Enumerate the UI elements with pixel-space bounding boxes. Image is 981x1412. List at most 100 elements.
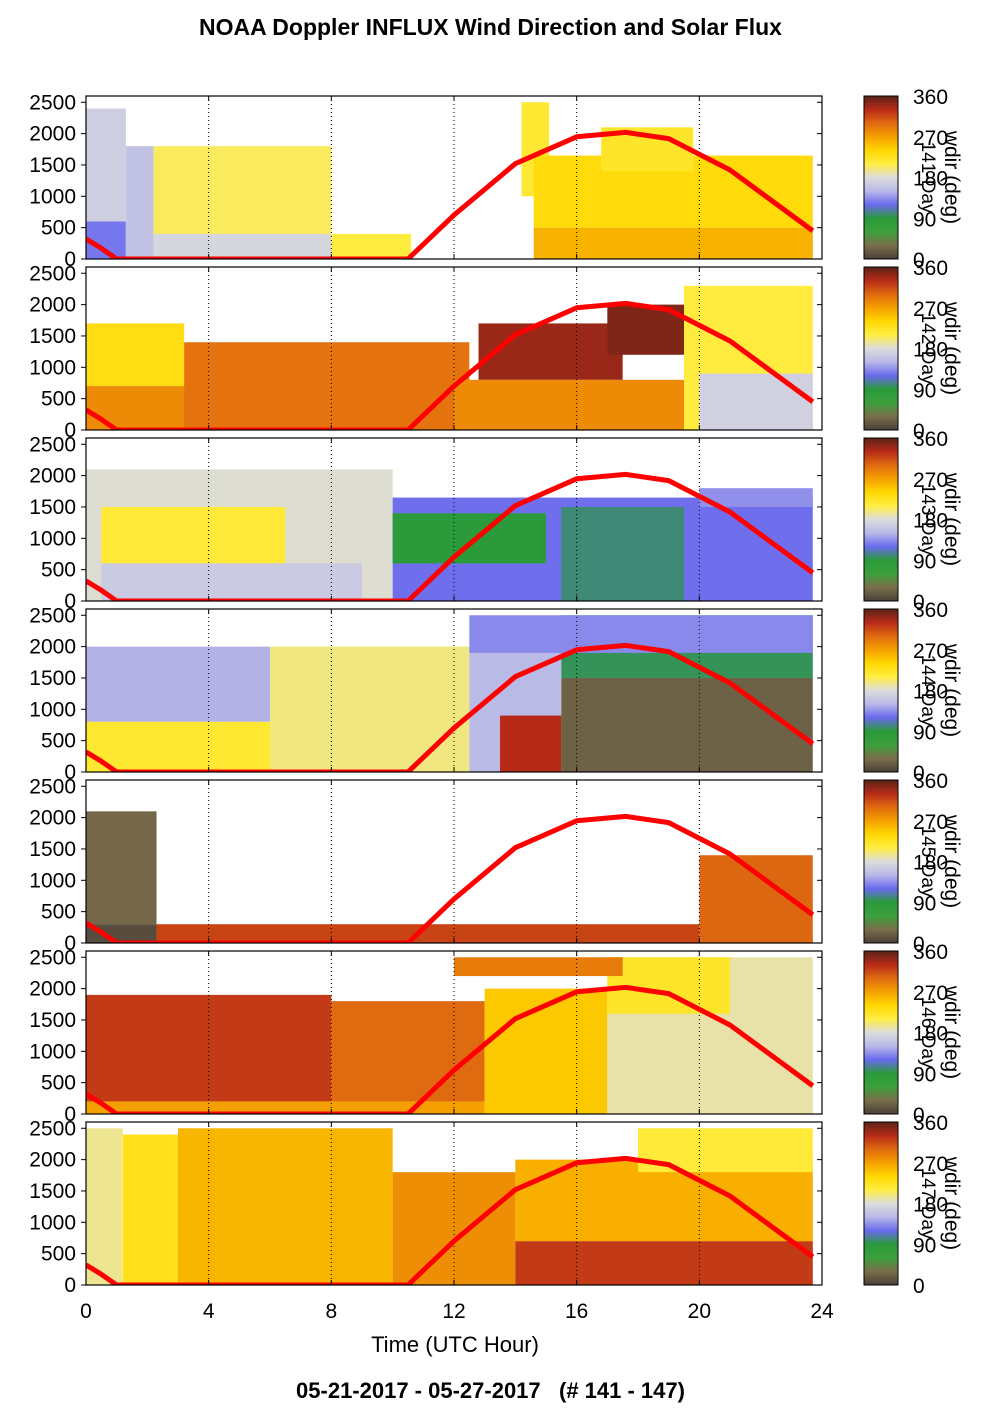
- wind-cell: [86, 924, 157, 943]
- wind-cell: [178, 1128, 393, 1285]
- colorbar-tick-label: 270: [913, 640, 948, 663]
- panel-141: 0 500 1000 1500 2000 2500 0 90 180 270 360 wdir (de…: [29, 86, 963, 272]
- wind-cell: [125, 146, 154, 259]
- colorbar: [863, 1121, 899, 1286]
- y-tick-label: 500: [41, 388, 76, 411]
- wind-cell: [86, 994, 332, 1102]
- wind-cell: [331, 1001, 485, 1102]
- wind-cell: [515, 1241, 813, 1285]
- wind-cell: [454, 379, 684, 430]
- y-tick-label: 0: [64, 419, 76, 442]
- colorbar-tick-label: 180: [913, 1023, 948, 1046]
- y-tick-label: 2500: [29, 946, 76, 969]
- colorbar-tick-label: 360: [913, 599, 948, 622]
- solar-flux-curve: [86, 300, 815, 430]
- y-tick-label: 2000: [29, 978, 76, 1001]
- solar-flux-curve: [86, 642, 815, 772]
- colorbar-label: wdir (deg): [940, 643, 963, 737]
- wind-cell: [500, 715, 562, 772]
- wind-cell: [86, 1128, 123, 1285]
- wind-cell: [153, 233, 332, 259]
- x-tick-label: 12: [442, 1300, 465, 1323]
- colorbar: [863, 608, 899, 773]
- solar-flux-curve: [86, 471, 815, 601]
- y-tick-label: 1000: [29, 527, 76, 550]
- colorbar-tick-label: 0: [913, 1275, 925, 1298]
- wind-cell: [101, 506, 286, 564]
- wind-cell: [122, 1134, 178, 1285]
- colorbar-tick-label: 90: [913, 550, 936, 573]
- colorbar-tick-label: 0: [913, 762, 925, 785]
- y-tick-label: 2000: [29, 294, 76, 317]
- y-tick-label: 500: [41, 1243, 76, 1266]
- colorbar-tick-label: 360: [913, 86, 948, 109]
- colorbar-tick-label: 0: [913, 1104, 925, 1127]
- wind-cell: [515, 1159, 813, 1242]
- wind-cell: [86, 721, 270, 772]
- colorbar-tick-label: 180: [913, 681, 948, 704]
- panel-147: 0 500 1000 1500 2000 2500 0 90 180 270 360 wdir (de…: [29, 1112, 963, 1323]
- y-tick-label: 1000: [29, 869, 76, 892]
- heatmap-layer: [86, 102, 813, 259]
- colorbar-label: wdir (deg): [940, 472, 963, 566]
- colorbar-tick-label: 360: [913, 1112, 948, 1135]
- colorbar-tick-label: 180: [913, 852, 948, 875]
- colorbar-tick-label: 270: [913, 982, 948, 1005]
- heatmap-layer: [86, 1128, 813, 1285]
- y-tick-label: 2500: [29, 1117, 76, 1140]
- y-tick-label: 1500: [29, 1009, 76, 1032]
- colorbar-tick-label: 0: [913, 420, 925, 443]
- wind-cell: [86, 1101, 485, 1114]
- solar-flux-curve: [86, 129, 815, 259]
- heatmap-layer: [86, 469, 813, 601]
- y-tick-label: 1500: [29, 325, 76, 348]
- y-tick-label: 1500: [29, 154, 76, 177]
- colorbar-tick-label: 360: [913, 941, 948, 964]
- wind-cell: [454, 957, 623, 977]
- panel-142: 0 500 1000 1500 2000 2500 0 90 180 270 360 wdir (de…: [29, 257, 963, 443]
- wind-cell: [86, 646, 270, 722]
- panel-144: 0 500 1000 1500 2000 2500 0 90 180 270 360 wdir (de…: [29, 599, 963, 785]
- colorbar: [863, 95, 899, 260]
- date-range-footer: 05-21-2017 - 05-27-2017 (# 141 - 147): [296, 1378, 685, 1403]
- y-tick-label: 2000: [29, 123, 76, 146]
- colorbar-tick-label: 0: [913, 591, 925, 614]
- colorbar-tick-label: 180: [913, 168, 948, 191]
- colorbar-tick-label: 90: [913, 1234, 936, 1257]
- panel-143: 0 500 1000 1500 2000 2500 0 90 180 270 360 wdir (de…: [29, 428, 963, 614]
- panel-day-label: 143-Day: [917, 484, 938, 556]
- colorbar-tick-label: 90: [913, 208, 936, 231]
- colorbar-tick-label: 180: [913, 339, 948, 362]
- panel-day-label: 144-Day: [917, 655, 938, 727]
- colorbar-tick-label: 360: [913, 770, 948, 793]
- colorbar-tick-label: 270: [913, 127, 948, 150]
- panel-day-label: 141-Day: [917, 142, 938, 214]
- y-tick-label: 1500: [29, 1180, 76, 1203]
- y-tick-label: 500: [41, 559, 76, 582]
- colorbar-tick-label: 270: [913, 469, 948, 492]
- y-tick-label: 1500: [29, 667, 76, 690]
- colorbar-tick-label: 270: [913, 811, 948, 834]
- colorbar-tick-label: 90: [913, 892, 936, 915]
- y-tick-label: 1000: [29, 698, 76, 721]
- x-tick-label: 16: [565, 1300, 588, 1323]
- wind-cell: [331, 233, 412, 259]
- solar-flux-curve: [86, 813, 815, 943]
- colorbar-tick-label: 90: [913, 379, 936, 402]
- x-tick-label: 20: [688, 1300, 711, 1323]
- y-tick-label: 0: [64, 1274, 76, 1297]
- colorbar-label: wdir (deg): [940, 301, 963, 395]
- y-tick-label: 2000: [29, 636, 76, 659]
- heatmap-layer: [86, 285, 813, 430]
- y-tick-label: 2500: [29, 91, 76, 114]
- wind-cell: [533, 227, 813, 259]
- colorbar-tick-label: 180: [913, 510, 948, 533]
- colorbar: [863, 779, 899, 944]
- y-tick-label: 1000: [29, 1211, 76, 1234]
- y-tick-label: 1000: [29, 185, 76, 208]
- y-tick-label: 0: [64, 248, 76, 271]
- colorbar-label: wdir (deg): [940, 130, 963, 224]
- colorbar-tick-label: 90: [913, 721, 936, 744]
- heatmap-layer: [86, 615, 813, 772]
